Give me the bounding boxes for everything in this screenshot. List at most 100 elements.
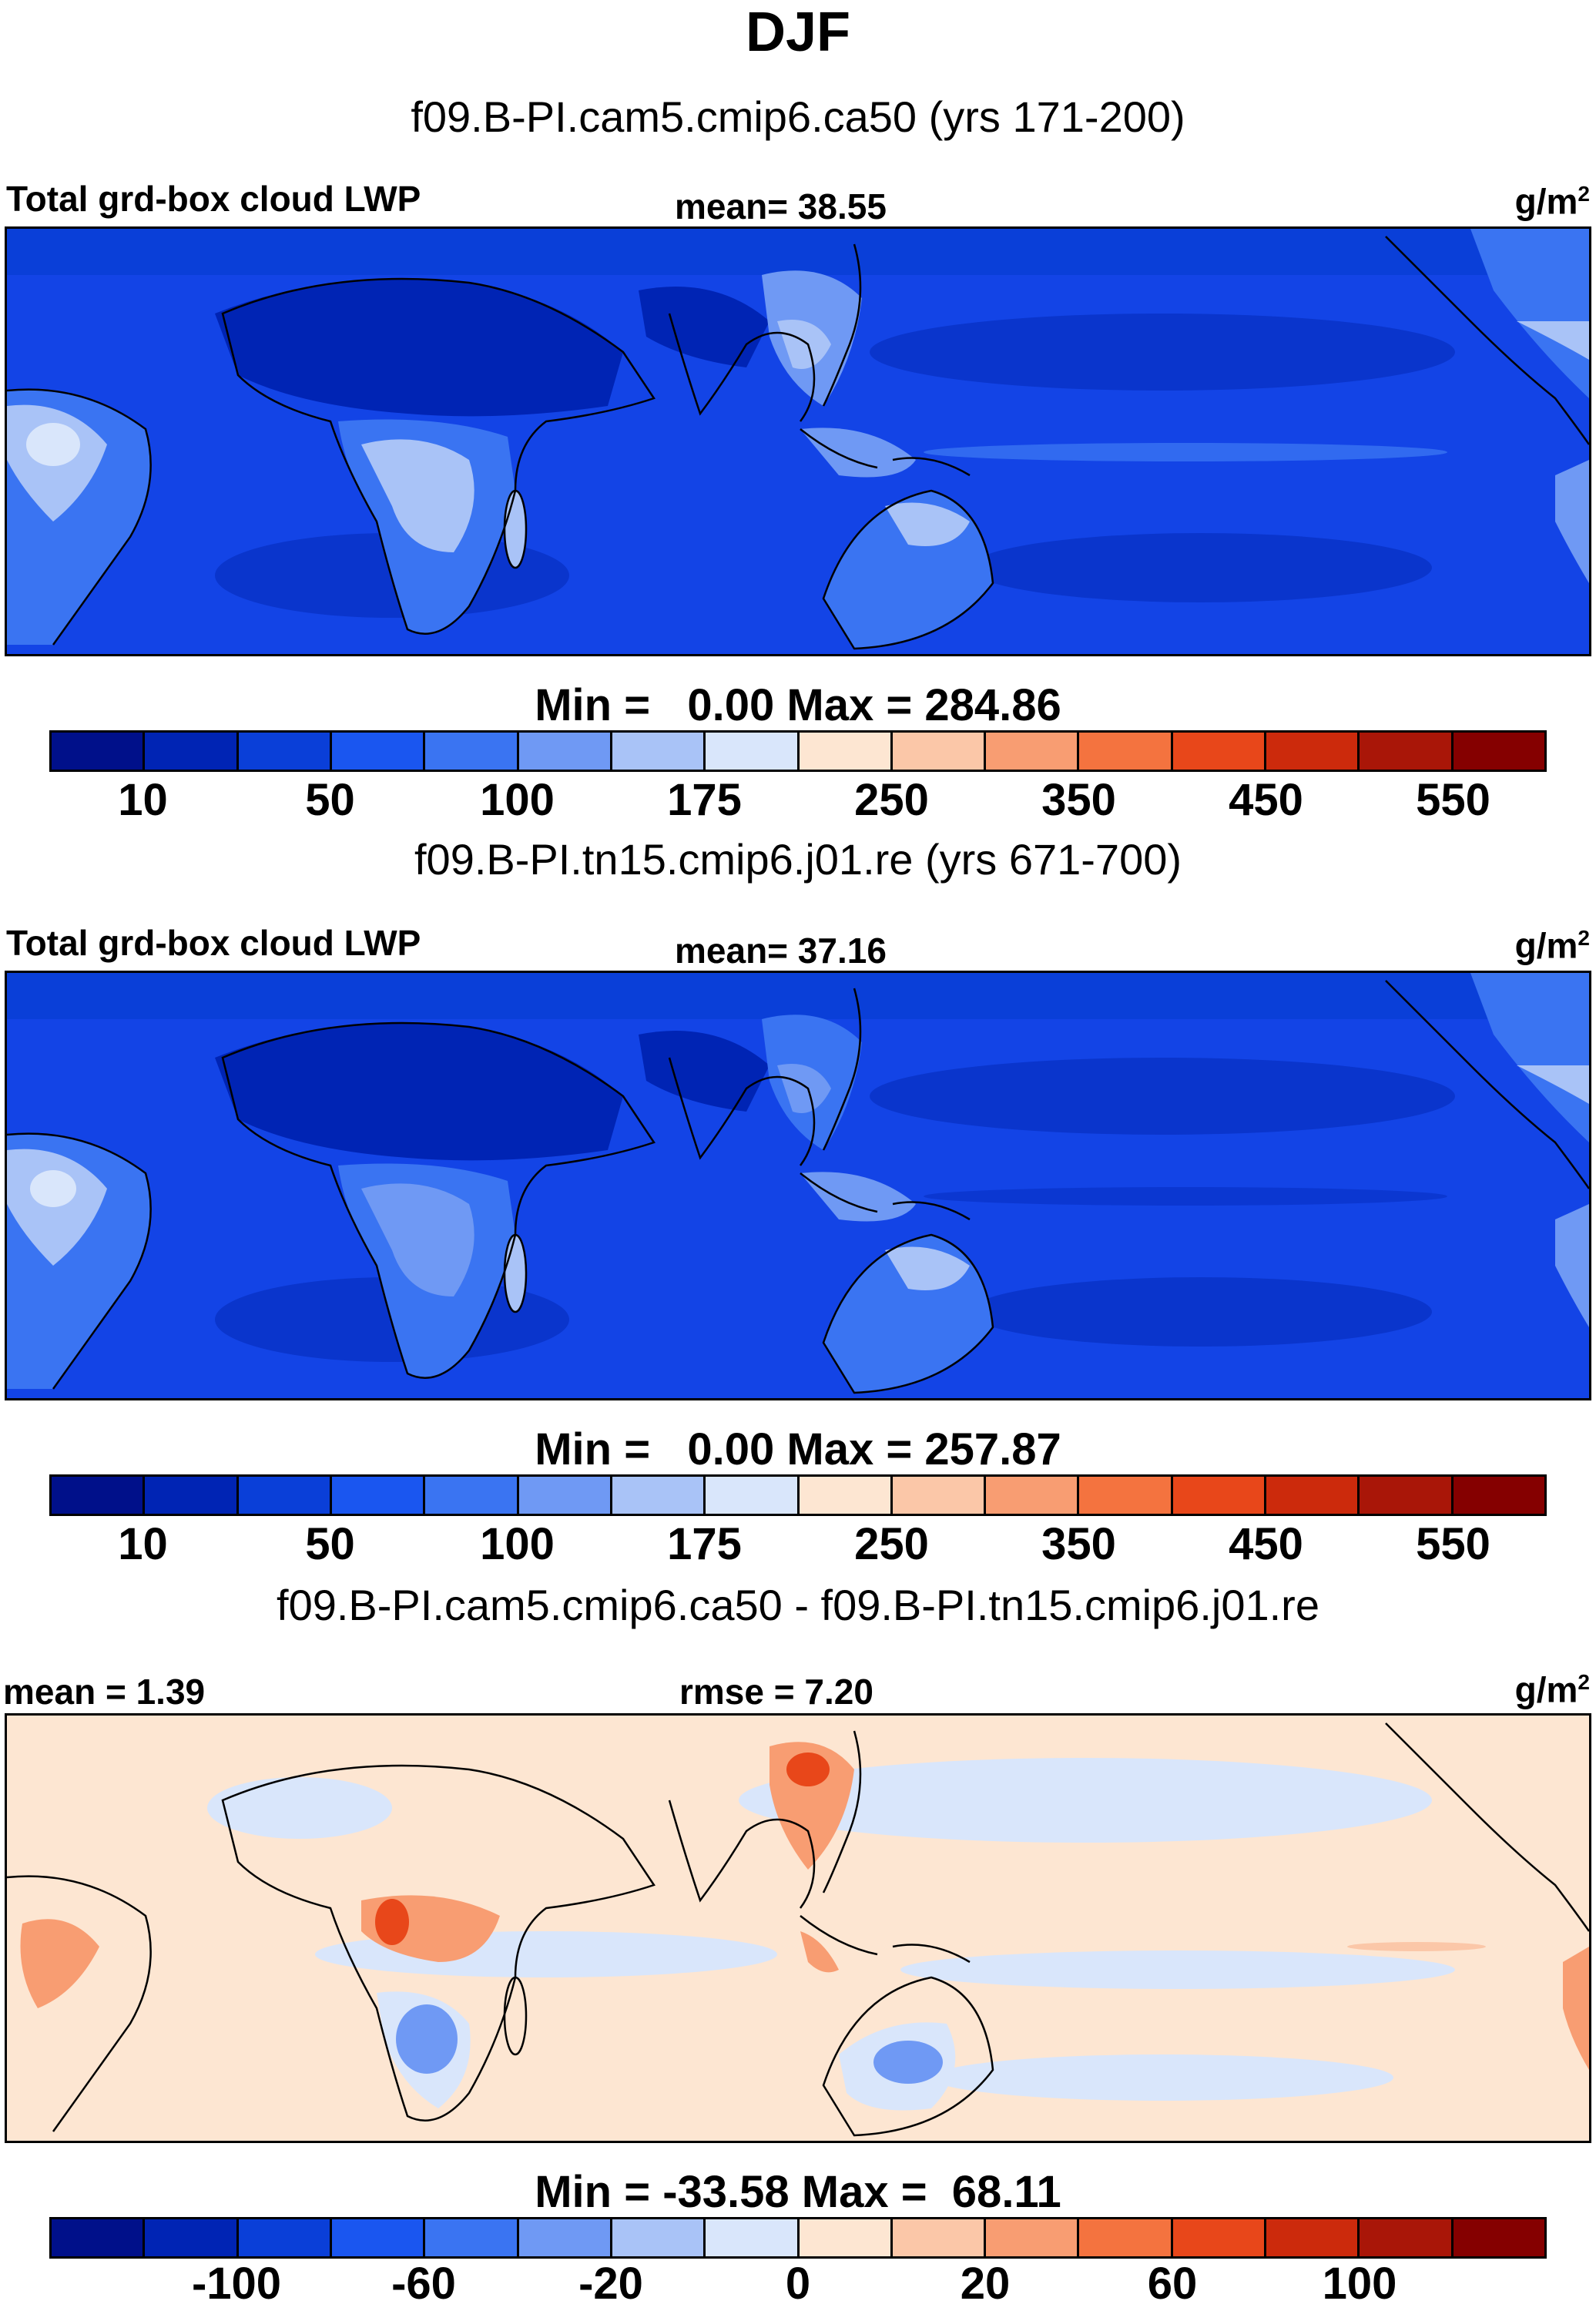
colorbar-tick-label: 0 xyxy=(785,2259,811,2309)
sahara-desert xyxy=(215,1023,623,1161)
panel-3-units: g/m2 xyxy=(1514,1669,1590,1710)
panel-2-units: g/m2 xyxy=(1514,925,1590,966)
colorbar-box-15 xyxy=(1453,733,1544,770)
maritime-coastline xyxy=(800,1915,971,1964)
colorbar-tick-label: 60 xyxy=(1147,2259,1198,2309)
colorbar-box-14 xyxy=(1360,733,1454,770)
colorbar-tick-label: 550 xyxy=(1416,1519,1490,1569)
africa-coastline xyxy=(221,1021,656,1379)
pacific-positive-streak xyxy=(1347,1942,1486,1951)
asia-coastline xyxy=(668,313,816,422)
colorbar-box-13 xyxy=(1266,1477,1360,1514)
andes-edge xyxy=(1555,460,1589,583)
maritime-coastline xyxy=(800,1172,971,1221)
colorbar-box-12 xyxy=(1172,1477,1267,1514)
east-asia-strong-positive xyxy=(786,1753,830,1786)
colorbar-tick-label: 100 xyxy=(1322,2259,1397,2309)
colorbar-box-14 xyxy=(1360,1477,1454,1514)
andes-positive xyxy=(1563,1947,1589,2070)
page-title: DJF xyxy=(745,2,851,63)
panel-3-minmax: Min = -33.58 Max = 68.11 xyxy=(535,2167,1061,2217)
arabia-desert xyxy=(639,1031,770,1112)
asia-coastline xyxy=(668,1799,816,1909)
panel-3-colorbar xyxy=(49,2217,1547,2259)
colorbar-tick-label: 50 xyxy=(305,775,355,825)
maritime-continent xyxy=(800,428,916,478)
south-america-coastline xyxy=(7,1875,152,2132)
colorbar-box-4 xyxy=(425,733,519,770)
madagascar-coastline xyxy=(503,1976,528,2056)
panel-2-minmax: Min = 0.00 Max = 257.87 xyxy=(535,1424,1061,1474)
colorbar-box-9 xyxy=(892,733,987,770)
south-america-positive xyxy=(20,1919,99,2008)
south-china xyxy=(777,320,831,369)
australia-strong-negative xyxy=(873,2041,943,2084)
colorbar-tick-label: -60 xyxy=(391,2259,456,2309)
colorbar-box-7 xyxy=(706,1477,800,1514)
colorbar-box-0 xyxy=(52,733,146,770)
colorbar-box-3 xyxy=(331,733,426,770)
colorbar-box-11 xyxy=(1079,1477,1173,1514)
amazon-wettest xyxy=(26,423,80,466)
colorbar-box-1 xyxy=(145,1477,239,1514)
colorbar-tick-label: 50 xyxy=(305,1519,355,1569)
colorbar-tick-label: 250 xyxy=(854,1519,929,1569)
colorbar-box-6 xyxy=(612,2219,706,2256)
colorbar-box-13 xyxy=(1266,733,1360,770)
south-china xyxy=(777,1064,831,1113)
colorbar-box-5 xyxy=(518,733,612,770)
panel-1-map xyxy=(5,226,1591,656)
madagascar-coastline xyxy=(503,1233,528,1313)
north-pacific-negative xyxy=(739,1758,1432,1843)
colorbar-tick-label: 350 xyxy=(1041,775,1116,825)
amazon-wet xyxy=(7,1149,107,1266)
maritime-coastline xyxy=(800,428,971,477)
ocean-north-band xyxy=(7,973,1589,1019)
colorbar-box-5 xyxy=(518,2219,612,2256)
colorbar-box-1 xyxy=(145,733,239,770)
panel-3-case-title: f09.B-PI.cam5.cmip6.ca50 - f09.B-PI.tn15… xyxy=(277,1581,1319,1629)
central-america xyxy=(1517,321,1589,360)
madagascar-coastline xyxy=(503,489,528,569)
panel-3-colorbar-ticks: -100 -60 -20 0 20 60 100 xyxy=(49,2257,1547,2311)
pacific-dry-zone xyxy=(870,1058,1455,1135)
colorbar-tick-label: 175 xyxy=(667,1519,742,1569)
colorbar-tick-label: 250 xyxy=(854,775,929,825)
colorbar-box-6 xyxy=(612,1477,706,1514)
colorbar-box-2 xyxy=(238,2219,332,2256)
colorbar-box-0 xyxy=(52,2219,146,2256)
south-pacific-negative xyxy=(931,2054,1393,2101)
central-africa-wet xyxy=(361,439,474,552)
sahara-desert xyxy=(215,279,623,417)
northern-australia xyxy=(885,502,970,546)
panel-1-colorbar-ticks: 10 50 100 175 250 350 450 550 xyxy=(49,773,1547,827)
colorbar-box-8 xyxy=(799,2219,893,2256)
panel-2-map-canvas xyxy=(7,973,1589,1398)
atlantic-negative xyxy=(207,1777,392,1839)
colorbar-box-5 xyxy=(518,1477,612,1514)
south-america-coastline xyxy=(7,1132,152,1390)
colorbar-box-13 xyxy=(1266,2219,1360,2256)
panel-3-mean-label: mean = 1.39 xyxy=(3,1672,206,1712)
panel-2-variable-label: Total grd-box cloud LWP xyxy=(6,923,421,963)
colorbar-box-3 xyxy=(331,1477,426,1514)
australia-coastline xyxy=(822,489,994,650)
colorbar-box-9 xyxy=(892,1477,987,1514)
colorbar-box-2 xyxy=(238,733,332,770)
panel-2-map xyxy=(5,971,1591,1400)
australia-coastline xyxy=(822,1233,994,1394)
colorbar-tick-label: 10 xyxy=(118,1519,168,1569)
colorbar-tick-label: 20 xyxy=(960,2259,1011,2309)
colorbar-box-6 xyxy=(612,733,706,770)
arabia-desert xyxy=(639,287,770,367)
panel-2-case-title: f09.B-PI.tn15.cmip6.j01.re (yrs 671-700) xyxy=(414,835,1182,884)
east-asia-coastline xyxy=(822,1730,862,1893)
east-asia-coastline xyxy=(822,243,862,407)
africa-coastline xyxy=(221,277,656,635)
colorbar-box-12 xyxy=(1172,733,1267,770)
north-america-west xyxy=(1470,973,1589,1142)
amazon-wettest xyxy=(30,1170,76,1207)
panel-1-minmax: Min = 0.00 Max = 284.86 xyxy=(535,680,1061,730)
colorbar-tick-label: -100 xyxy=(191,2259,282,2309)
colorbar-box-0 xyxy=(52,1477,146,1514)
